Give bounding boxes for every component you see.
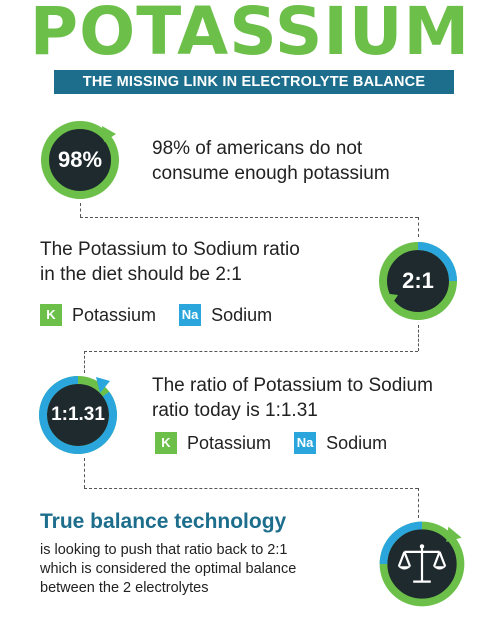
- ring-label: 2:1: [402, 268, 434, 293]
- section1-text: 98% of americans do not consume enough p…: [152, 136, 390, 186]
- sodium-badge: Na: [179, 304, 202, 327]
- legend: K Potassium Na Sodium: [155, 432, 405, 455]
- ring-2-to-1: 2:1: [378, 241, 458, 321]
- sodium-label: Sodium: [211, 304, 273, 325]
- section2-text: The Potassium to Sodium ratio in the die…: [40, 237, 300, 287]
- connector-line: [80, 203, 81, 217]
- text-line: consume enough potassium: [152, 163, 390, 184]
- text-line: ratio today is 1:1.31: [152, 400, 318, 421]
- true-balance-title: True balance technology: [40, 510, 287, 533]
- subtitle-banner: THE MISSING LINK IN ELECTROLYTE BALANCE: [54, 70, 454, 94]
- sodium-badge: Na: [294, 432, 317, 455]
- potassium-badge: K: [40, 304, 62, 327]
- connector-line: [418, 325, 419, 351]
- sodium-label: Sodium: [326, 432, 388, 453]
- ring-98-percent: 98%: [40, 120, 120, 200]
- true-balance-body: is looking to push that ratio back to 2:…: [40, 541, 360, 598]
- ring-graphic: [41, 121, 119, 199]
- ring-graphic: [379, 242, 457, 320]
- ring-balance: [378, 520, 466, 608]
- ring-label: 1:1.31: [51, 404, 105, 425]
- potassium-badge: K: [155, 432, 177, 455]
- page-title: POTASSIUM: [29, 0, 471, 70]
- connector-line: [84, 351, 85, 373]
- section3-text: The ratio of Potassium to Sodium ratio t…: [152, 373, 433, 423]
- ring-1-to-1-31: 1:1.31: [38, 375, 118, 455]
- connector-line: [84, 351, 418, 352]
- connector-line: [80, 217, 418, 218]
- text-line: which is considered the optimal balance: [40, 561, 297, 577]
- text-line: in the diet should be 2:1: [40, 264, 242, 285]
- ring-graphic: [39, 376, 117, 454]
- connector-line: [84, 488, 418, 489]
- text-line: 98% of americans do not: [152, 138, 363, 159]
- legend: K Potassium Na Sodium: [40, 304, 290, 327]
- connector-line: [84, 458, 85, 488]
- text-line: is looking to push that ratio back to 2:…: [40, 542, 288, 558]
- ring-label: 98%: [57, 147, 103, 172]
- text-line: between the 2 electrolytes: [40, 580, 209, 596]
- text-line: The ratio of Potassium to Sodium: [152, 375, 433, 396]
- balance-scale-icon: [379, 521, 465, 607]
- connector-line: [418, 488, 419, 518]
- potassium-label: Potassium: [187, 432, 272, 453]
- text-line: The Potassium to Sodium ratio: [40, 239, 300, 260]
- connector-line: [418, 217, 419, 237]
- potassium-label: Potassium: [72, 304, 157, 325]
